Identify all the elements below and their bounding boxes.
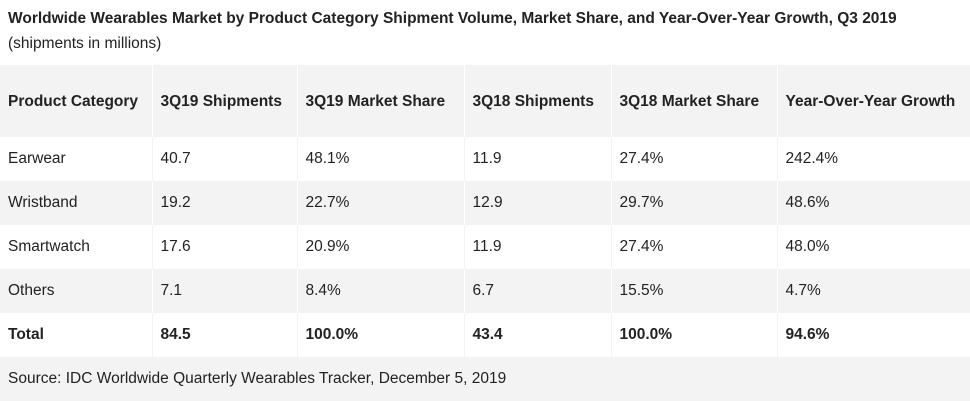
- cell-category: Wristband: [0, 181, 153, 225]
- cell-3q19-shipments: 19.2: [152, 181, 298, 225]
- cell-yoy-growth: 48.0%: [785, 238, 830, 255]
- table-row: Others 7.1 8.4% 6.7 15.5% 4.7%: [0, 269, 970, 313]
- cell-3q18-share: 27.4%: [611, 137, 778, 181]
- cell-category: Earwear: [0, 137, 153, 181]
- cell-3q19-shipments: 17.6: [152, 225, 298, 269]
- cell-total-3q19-share: 100.0%: [297, 313, 465, 357]
- cell-total-3q18-shipments: 43.4: [464, 313, 612, 357]
- cell-total-3q19-shipments: 84.5: [152, 313, 298, 357]
- table-title: Worldwide Wearables Market by Product Ca…: [8, 6, 958, 56]
- col-header-yoy-growth: Year-Over-Year Growth: [785, 92, 956, 110]
- cell-3q19-shipments: 7.1: [152, 269, 298, 313]
- cell-3q19-shipments: 40.7: [152, 137, 298, 181]
- wearables-table: Product Category 3Q19 Shipments 3Q19 Mar…: [0, 65, 970, 357]
- col-header-3q18-market-share: 3Q18 Market Share: [611, 65, 778, 137]
- table-row: Wristband 19.2 22.7% 12.9 29.7% 48.6%: [0, 181, 970, 225]
- cell-3q18-share: 15.5%: [611, 269, 778, 313]
- header-row: Product Category 3Q19 Shipments 3Q19 Mar…: [0, 65, 970, 137]
- cell-3q18-shipments: 12.9: [464, 181, 612, 225]
- cell-3q18-shipments: 6.7: [464, 269, 612, 313]
- cell-3q19-share: 48.1%: [297, 137, 465, 181]
- table-row: Earwear 40.7 48.1% 11.9 27.4% 242.4%: [0, 137, 970, 181]
- table-title-unit: (shipments in millions): [8, 35, 162, 52]
- cell-yoy-growth: 48.6%: [785, 194, 830, 211]
- cell-yoy-growth: 242.4%: [785, 150, 839, 167]
- col-header-3q19-market-share: 3Q19 Market Share: [297, 65, 465, 137]
- cell-category: Smartwatch: [0, 225, 153, 269]
- cell-3q18-share: 29.7%: [611, 181, 778, 225]
- cell-total-label: Total: [0, 313, 153, 357]
- source-note: Source: IDC Worldwide Quarterly Wearable…: [0, 357, 970, 401]
- cell-3q19-share: 22.7%: [297, 181, 465, 225]
- col-header-3q18-shipments: 3Q18 Shipments: [464, 65, 612, 137]
- total-row: Total 84.5 100.0% 43.4 100.0% 94.6%: [0, 313, 970, 357]
- cell-category: Others: [0, 269, 153, 313]
- cell-total-yoy-growth: 94.6%: [785, 326, 830, 343]
- cell-3q18-shipments: 11.9: [464, 137, 612, 181]
- col-header-product-category: Product Category: [0, 65, 153, 137]
- table-title-text: Worldwide Wearables Market by Product Ca…: [8, 10, 897, 27]
- cell-3q18-share: 27.4%: [611, 225, 778, 269]
- cell-total-3q18-share: 100.0%: [611, 313, 778, 357]
- cell-3q19-share: 8.4%: [297, 269, 465, 313]
- col-header-3q19-shipments: 3Q19 Shipments: [152, 65, 298, 137]
- table-row: Smartwatch 17.6 20.9% 11.9 27.4% 48.0%: [0, 225, 970, 269]
- cell-yoy-growth: 4.7%: [785, 282, 821, 299]
- cell-3q18-shipments: 11.9: [464, 225, 612, 269]
- cell-3q19-share: 20.9%: [297, 225, 465, 269]
